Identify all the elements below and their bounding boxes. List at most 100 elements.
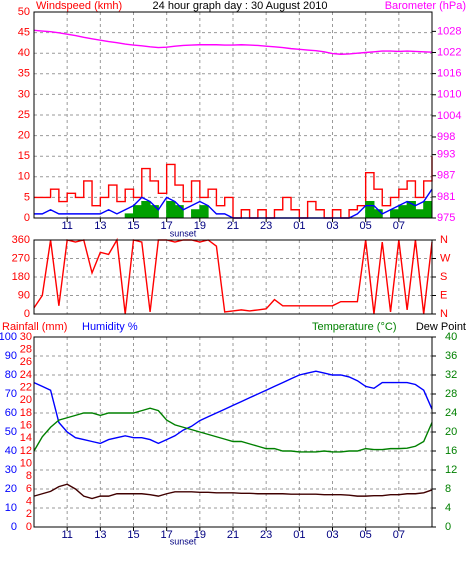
y-tick-label: 45: [18, 27, 30, 39]
y-tick-label: 5: [24, 191, 30, 203]
y2-tick-label: N: [440, 308, 448, 320]
y2-tick-label: 24: [445, 407, 457, 419]
sunset-label: sunset: [170, 536, 197, 546]
y-tick-label: 70: [5, 388, 17, 400]
series-line: [33, 483, 433, 500]
y-tick-label: 0: [24, 212, 30, 224]
x-tick-label: 13: [94, 220, 106, 232]
x-tick-label: 15: [127, 220, 139, 232]
y-tick-label: 40: [5, 445, 17, 457]
y2-tick-label: 987: [437, 170, 455, 182]
y3-tick-label: 12: [20, 445, 32, 457]
y2-tick-label: 16: [445, 445, 457, 457]
y2-tick-label: 36: [445, 350, 457, 362]
y-tick-label: 40: [18, 47, 30, 59]
x-tick-label: 07: [393, 220, 405, 232]
chart-title: 24 hour graph day : 30 August 2010: [153, 0, 328, 12]
y-tick-label: 20: [18, 130, 30, 142]
y3-tick-label: 28: [20, 344, 32, 356]
y-tick-label: 0: [24, 308, 30, 320]
x-tick-label: 05: [360, 529, 372, 541]
y-tick-label: 90: [5, 350, 17, 362]
y2-tick-label: 32: [445, 369, 457, 381]
y2-tick-label: 975: [437, 212, 455, 224]
y-tick-label: 270: [12, 252, 30, 264]
y3-tick-label: 6: [26, 483, 32, 495]
y3-tick-label: 22: [20, 382, 32, 394]
x-tick-label: 01: [293, 529, 305, 541]
series-line: [33, 370, 433, 445]
y2-tick-label: 20: [445, 426, 457, 438]
y2-tick-label: 12: [445, 464, 457, 476]
y2-tick-label: N: [440, 234, 448, 246]
y-tick-label: 20: [5, 483, 17, 495]
x-tick-label: 03: [326, 529, 338, 541]
y2-tick-label: 40: [445, 331, 457, 343]
y3-tick-label: 8: [26, 470, 32, 482]
y-tick-label: 15: [18, 150, 30, 162]
x-tick-label: 13: [94, 529, 106, 541]
y2-tick-label: 1028: [437, 25, 461, 37]
rainfall-label: Rainfall (mm): [2, 321, 67, 333]
y3-tick-label: 30: [20, 331, 32, 343]
y3-tick-label: 2: [26, 508, 32, 520]
y2-tick-label: 1004: [437, 110, 461, 122]
y2-tick-label: S: [440, 271, 447, 283]
y2-tick-label: 981: [437, 191, 455, 203]
y3-tick-label: 0: [26, 521, 32, 533]
y-tick-label: 50: [18, 6, 30, 18]
y3-tick-label: 18: [20, 407, 32, 419]
y-tick-label: 10: [5, 502, 17, 514]
x-tick-label: 15: [127, 529, 139, 541]
y3-tick-label: 10: [20, 458, 32, 470]
y-tick-label: 100: [0, 331, 17, 343]
y2-tick-label: E: [440, 289, 447, 301]
x-tick-label: 07: [393, 529, 405, 541]
plot-frame: [33, 336, 433, 528]
sunset-label: sunset: [170, 228, 197, 238]
x-tick-label: 03: [326, 220, 338, 232]
y-tick-label: 10: [18, 171, 30, 183]
y2-tick-label: 1010: [437, 89, 461, 101]
y2-tick-label: 1022: [437, 46, 461, 58]
y-tick-label: 60: [5, 407, 17, 419]
y3-tick-label: 26: [20, 356, 32, 368]
y-tick-label: 80: [5, 369, 17, 381]
humidity-label: Humidity %: [82, 321, 138, 333]
barometer-label: Barometer (hPa): [385, 0, 466, 12]
x-tick-label: 01: [293, 220, 305, 232]
y3-tick-label: 4: [26, 496, 32, 508]
y3-tick-label: 24: [20, 369, 32, 381]
y2-tick-label: 8: [445, 483, 451, 495]
y2-tick-label: 1016: [437, 68, 461, 80]
x-tick-label: 11: [61, 220, 72, 232]
y-tick-label: 360: [12, 234, 30, 246]
y-tick-label: 30: [18, 88, 30, 100]
x-tick-label: 23: [260, 220, 272, 232]
x-tick-label: 19: [194, 529, 206, 541]
temperature-label: Temperature (°C): [312, 321, 396, 333]
x-tick-label: 17: [161, 220, 173, 232]
y-tick-label: 30: [5, 464, 17, 476]
plot-frame: [33, 239, 433, 315]
windspeed-label: Windspeed (kmh): [36, 0, 122, 12]
x-tick-label: 21: [227, 529, 239, 541]
y2-tick-label: 998: [437, 131, 455, 143]
y-tick-label: 90: [18, 289, 30, 301]
y3-tick-label: 16: [20, 420, 32, 432]
y-tick-label: 35: [18, 68, 30, 80]
series-line: [33, 407, 433, 453]
x-tick-label: 21: [227, 220, 239, 232]
y2-tick-label: 28: [445, 388, 457, 400]
dewpoint-label: Dew Point: [416, 321, 466, 333]
x-tick-label: 19: [194, 220, 206, 232]
y2-tick-label: 0: [445, 521, 451, 533]
y2-tick-label: 4: [445, 502, 451, 514]
y-tick-label: 0: [11, 521, 17, 533]
y2-tick-label: 993: [437, 149, 455, 161]
y-tick-label: 180: [12, 271, 30, 283]
y-tick-label: 50: [5, 426, 17, 438]
x-tick-label: 11: [61, 529, 72, 541]
